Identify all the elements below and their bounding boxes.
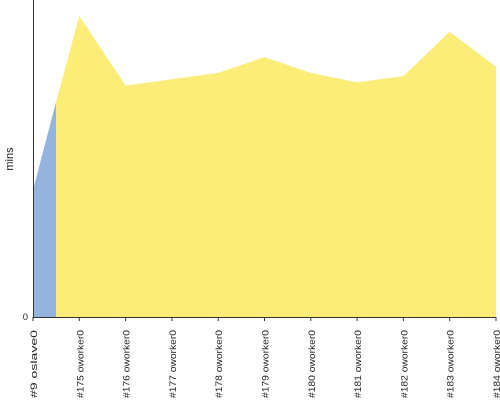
x-tick-label: #175 oworker0 <box>75 330 86 398</box>
x-tick-label: #184 oworker0 <box>492 330 500 398</box>
area-series-2 <box>56 15 496 318</box>
y-tick-label: 0 <box>23 312 28 323</box>
x-tick-label: #180 oworker0 <box>307 330 318 398</box>
x-tick-label: #183 oworker0 <box>446 330 457 398</box>
chart-areas <box>33 15 496 318</box>
x-tick-label: #178 oworker0 <box>214 330 225 398</box>
x-tick-label: #9 oslave0 <box>29 330 40 398</box>
area-series-1 <box>33 101 57 318</box>
x-tick-label: #181 oworker0 <box>353 330 364 398</box>
x-tick-label: #177 oworker0 <box>168 330 179 398</box>
y-axis-title: mins <box>4 147 16 171</box>
x-tick-labels: #9 oslave0 #175 oworker0 #176 oworker0 #177… <box>29 317 500 398</box>
x-tick-label: #182 oworker0 <box>399 330 410 398</box>
x-tick-label: #176 oworker0 <box>122 330 133 398</box>
x-tick-label: #179 oworker0 <box>261 330 272 398</box>
